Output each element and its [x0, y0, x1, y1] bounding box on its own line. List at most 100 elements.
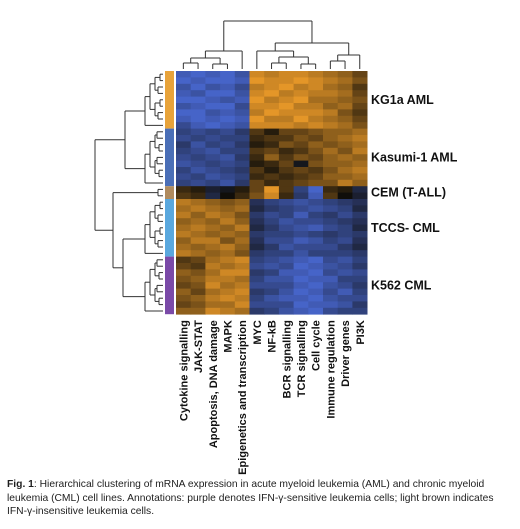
heatmap-cell	[337, 115, 353, 123]
heatmap-cell	[234, 250, 250, 257]
annotation-segment	[165, 186, 174, 199]
heatmap-cell	[190, 122, 206, 129]
heatmap-cell	[278, 71, 294, 78]
heatmap-cell	[352, 199, 368, 206]
heatmap-cell	[205, 307, 221, 315]
heatmap-cell	[264, 269, 280, 277]
heatmap-cell	[176, 128, 192, 136]
heatmap-cell	[220, 154, 236, 161]
heatmap-cell	[278, 199, 294, 206]
heatmap-cell	[176, 307, 192, 315]
heatmap-cell	[323, 141, 339, 149]
column-label: NF-kB	[267, 320, 279, 352]
heatmap-cell	[234, 192, 250, 200]
heatmap-cell	[234, 141, 250, 149]
heatmap-cell	[337, 77, 353, 85]
heatmap-cell	[293, 160, 309, 168]
heatmap-cell	[352, 135, 368, 142]
heatmap-cell	[293, 250, 309, 257]
heatmap-cell	[308, 167, 324, 174]
heatmap-cell	[293, 275, 309, 283]
heatmap-cell	[205, 186, 221, 193]
heatmap-cell	[308, 109, 324, 117]
heatmap-cell	[234, 186, 250, 193]
heatmap-cell	[264, 243, 280, 251]
heatmap-cell	[176, 83, 192, 91]
column-label: PI3K	[355, 320, 367, 345]
heatmap-cell	[190, 211, 206, 219]
heatmap-cell	[323, 77, 339, 85]
heatmap-cell	[234, 179, 250, 187]
heatmap-cell	[205, 250, 221, 257]
heatmap-cell	[293, 192, 309, 200]
heatmap-cell	[176, 301, 192, 309]
heatmap-cell	[190, 128, 206, 136]
heatmap-cell	[220, 256, 236, 264]
heatmap-cell	[190, 135, 206, 142]
heatmap-cell	[220, 288, 236, 296]
heatmap-cell	[234, 115, 250, 123]
heatmap-cell	[293, 237, 309, 245]
heatmap-cell	[205, 128, 221, 136]
heatmap-cell	[337, 83, 353, 91]
heatmap-cell	[278, 288, 294, 296]
heatmap-cell	[205, 96, 221, 104]
heatmap-cell	[220, 269, 236, 277]
heatmap-cell	[220, 77, 236, 85]
heatmap-cell	[176, 205, 192, 213]
heatmap-cell	[205, 160, 221, 168]
heatmap-cell	[337, 109, 353, 117]
heatmap-cell	[234, 256, 250, 264]
heatmap-cell	[264, 103, 280, 110]
heatmap-cell	[176, 218, 192, 225]
heatmap-cell	[190, 160, 206, 168]
heatmap-cell	[190, 109, 206, 117]
heatmap-cell	[323, 179, 339, 187]
heatmap-cell	[337, 90, 353, 97]
heatmap-cell	[249, 141, 265, 149]
heatmap-cell	[352, 141, 368, 149]
heatmap-cell	[293, 218, 309, 225]
column-label: TCR signalling	[296, 320, 308, 397]
heatmap-cell	[176, 256, 192, 264]
column-label: MYC	[252, 320, 264, 345]
heatmap-cell	[293, 307, 309, 315]
heatmap-cell	[176, 154, 192, 161]
heatmap-cell	[264, 109, 280, 117]
heatmap-cell	[176, 243, 192, 251]
heatmap-cell	[220, 141, 236, 149]
heatmap-cell	[323, 115, 339, 123]
heatmap-cell	[293, 77, 309, 85]
heatmap-cell	[293, 167, 309, 174]
heatmap-cell	[352, 218, 368, 225]
heatmap-cell	[205, 115, 221, 123]
heatmap-cell	[293, 186, 309, 193]
heatmap-cell	[264, 218, 280, 225]
heatmap-cell	[249, 256, 265, 264]
heatmap-cell	[205, 71, 221, 78]
heatmap-cell	[249, 301, 265, 309]
heatmap-cell	[278, 135, 294, 142]
heatmap-cell	[220, 282, 236, 289]
heatmap-cell	[352, 263, 368, 270]
heatmap-cell	[190, 173, 206, 181]
heatmap-cell	[278, 250, 294, 257]
heatmap-cell	[278, 83, 294, 91]
heatmap-cell	[176, 160, 192, 168]
heatmap-cell	[278, 147, 294, 155]
heatmap-cell	[234, 109, 250, 117]
heatmap-figure: KG1a AML Kasumi-1 AML CEM (T-ALL) TCCS- CML…	[94, 20, 458, 475]
heatmap-cell	[205, 135, 221, 142]
heatmap-cell	[278, 205, 294, 213]
heatmap-cell	[205, 263, 221, 270]
heatmap-cell	[293, 90, 309, 97]
heatmap-cell	[264, 154, 280, 161]
heatmap-cell	[234, 147, 250, 155]
heatmap-cell	[264, 275, 280, 283]
heatmap-cell	[249, 295, 265, 302]
heatmap-cell	[278, 231, 294, 238]
heatmap-cell	[308, 71, 324, 78]
column-label: BCR signalling	[281, 320, 293, 398]
heatmap-cell	[352, 237, 368, 245]
row-label: CEM (T-ALL)	[371, 186, 446, 200]
